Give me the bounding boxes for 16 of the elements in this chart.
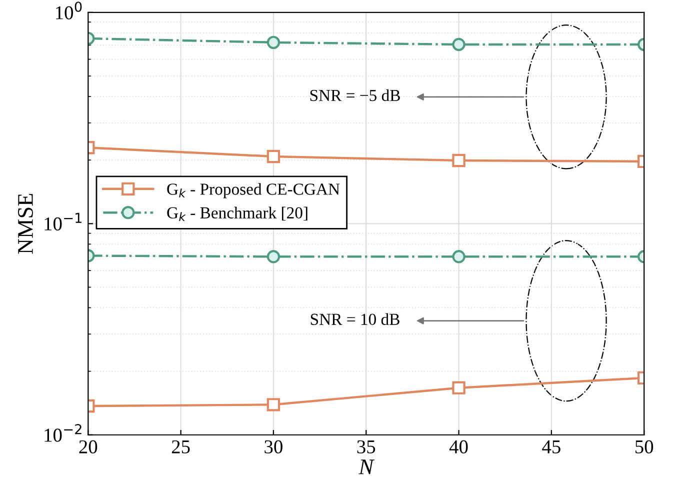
legend-label: G$_{k}$ - Benchmark [20] — [167, 206, 308, 222]
x-tick-label: 30 — [264, 440, 282, 454]
y-axis-title: NMSE — [18, 194, 33, 254]
y-tick-label: 10$^{−1}$ — [44, 212, 82, 230]
x-axis-title: N — [358, 460, 375, 474]
annotation: SNR = −5 dB — [310, 89, 400, 102]
y-tick-label: 10$^{0}$ — [56, 2, 82, 20]
y-tick-label: 10$^{−2}$ — [44, 424, 82, 442]
annotation: SNR = 10 dB — [310, 313, 400, 325]
x-tick-label: 45 — [542, 440, 560, 454]
x-tick-label: 40 — [449, 440, 468, 454]
x-tick-label: 20 — [79, 440, 98, 454]
x-tick-label: 35 — [357, 440, 376, 454]
x-tick-label: 25 — [172, 440, 190, 454]
legend-label: G$_{k}$ - Proposed CE-CGAN — [167, 183, 340, 198]
x-tick-label: 50 — [636, 440, 654, 454]
